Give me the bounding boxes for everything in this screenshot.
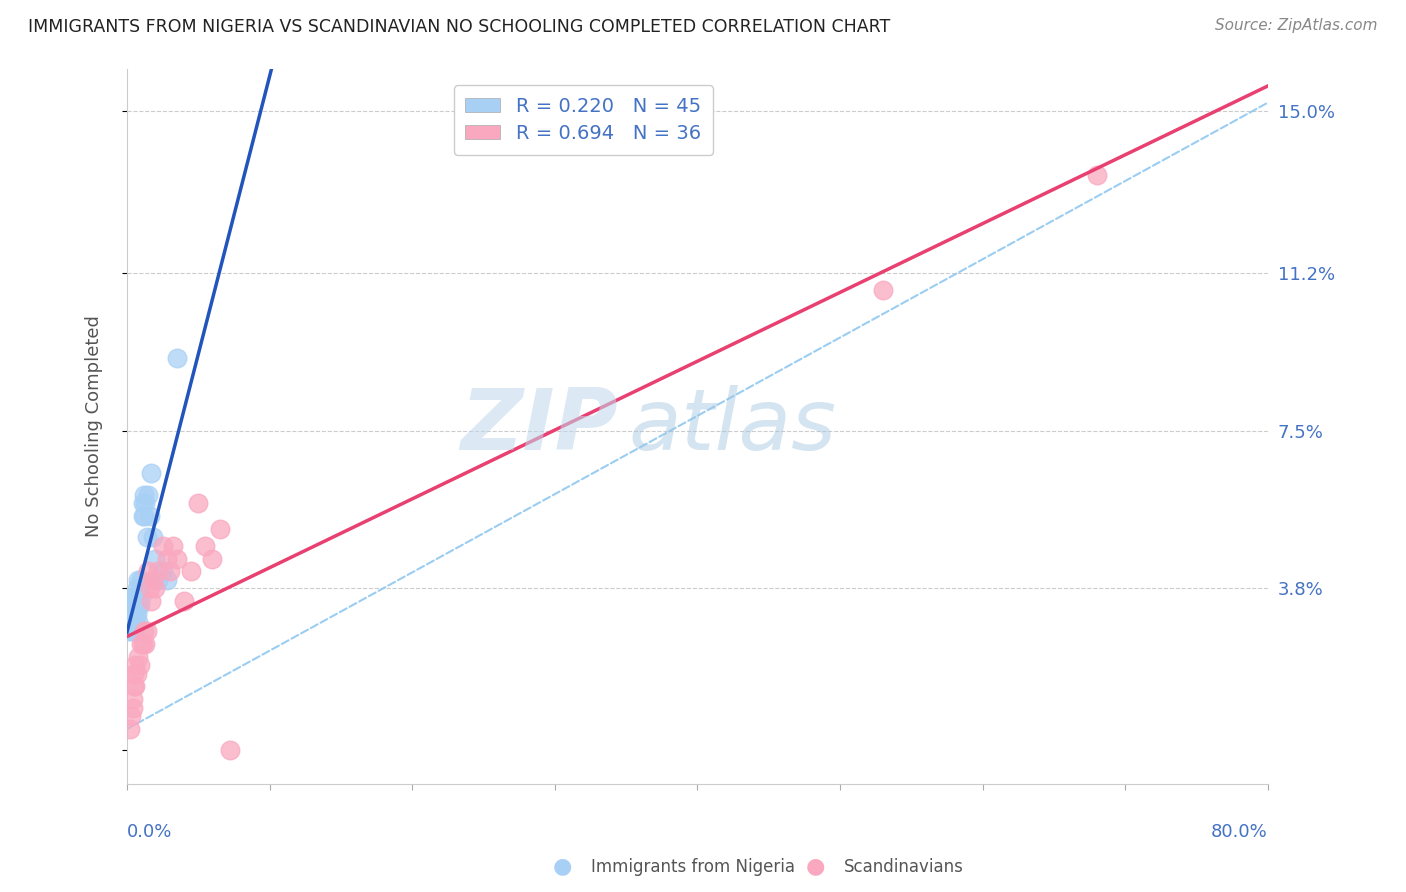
Point: [124, 607, 146, 621]
Point: [125, 599, 148, 613]
Point: [127, 590, 149, 604]
Text: Scandinavians: Scandinavians: [844, 858, 963, 876]
Point: [121, 599, 143, 613]
Point: [127, 649, 149, 664]
Point: [121, 590, 143, 604]
Point: [173, 594, 195, 608]
Point: [208, 522, 231, 536]
Point: [129, 590, 152, 604]
Point: [128, 599, 150, 613]
Point: [125, 666, 148, 681]
Point: [121, 607, 143, 621]
Point: [124, 658, 146, 673]
Point: [135, 530, 157, 544]
Point: [127, 615, 149, 630]
Text: ZIP: ZIP: [460, 385, 617, 468]
Point: [187, 496, 209, 510]
Point: [121, 615, 143, 630]
Point: [218, 743, 240, 757]
Point: [120, 709, 142, 723]
Point: [118, 607, 141, 621]
Point: [125, 590, 148, 604]
Point: [138, 508, 160, 523]
Text: ●: ●: [553, 856, 572, 876]
Point: [127, 599, 149, 613]
Point: [156, 573, 179, 587]
Text: Immigrants from Nigeria: Immigrants from Nigeria: [591, 858, 794, 876]
Point: [136, 565, 159, 579]
Point: [131, 496, 153, 510]
Point: [124, 680, 146, 694]
Y-axis label: No Schooling Completed: No Schooling Completed: [86, 316, 103, 537]
Point: [132, 508, 155, 523]
Point: [145, 582, 167, 596]
Point: [127, 573, 149, 587]
Point: [166, 351, 188, 366]
Point: [122, 607, 145, 621]
Point: [122, 599, 145, 613]
Point: [122, 615, 145, 630]
Point: [125, 582, 148, 596]
Point: [136, 488, 159, 502]
Point: [1085, 168, 1108, 182]
Point: [872, 283, 894, 297]
Point: [156, 551, 179, 566]
Point: [122, 680, 145, 694]
Text: atlas: atlas: [628, 385, 837, 468]
Point: [138, 582, 160, 596]
Point: [135, 624, 157, 638]
Text: 0.0%: 0.0%: [127, 823, 173, 841]
Point: [118, 615, 141, 630]
Point: [121, 700, 143, 714]
Point: [132, 624, 155, 638]
Point: [131, 637, 153, 651]
Point: [128, 658, 150, 673]
Point: [118, 722, 141, 736]
Point: [180, 565, 202, 579]
Text: Source: ZipAtlas.com: Source: ZipAtlas.com: [1215, 18, 1378, 33]
Point: [162, 539, 184, 553]
Point: [131, 508, 153, 523]
Point: [132, 488, 155, 502]
Point: [142, 573, 165, 587]
Point: [125, 607, 148, 621]
Point: [148, 565, 170, 579]
Point: [134, 637, 156, 651]
Point: [148, 573, 170, 587]
Point: [142, 530, 165, 544]
Text: 80.0%: 80.0%: [1211, 823, 1268, 841]
Point: [122, 666, 145, 681]
Point: [152, 539, 174, 553]
Point: [122, 624, 145, 638]
Text: IMMIGRANTS FROM NIGERIA VS SCANDINAVIAN NO SCHOOLING COMPLETED CORRELATION CHART: IMMIGRANTS FROM NIGERIA VS SCANDINAVIAN …: [28, 18, 890, 36]
Point: [117, 624, 139, 638]
Point: [194, 539, 217, 553]
Point: [145, 551, 167, 566]
Point: [141, 594, 163, 608]
Point: [166, 551, 188, 566]
Point: [128, 582, 150, 596]
Point: [120, 624, 142, 638]
Point: [201, 551, 224, 566]
Point: [124, 599, 146, 613]
Point: [124, 615, 146, 630]
Point: [129, 573, 152, 587]
Point: [159, 565, 181, 579]
Point: [141, 467, 163, 481]
Point: [124, 590, 146, 604]
Point: [129, 637, 152, 651]
Legend: R = 0.220   N = 45, R = 0.694   N = 36: R = 0.220 N = 45, R = 0.694 N = 36: [454, 86, 713, 154]
Text: ●: ●: [806, 856, 825, 876]
Point: [120, 607, 142, 621]
Point: [152, 565, 174, 579]
Point: [120, 615, 142, 630]
Point: [134, 496, 156, 510]
Point: [121, 692, 143, 706]
